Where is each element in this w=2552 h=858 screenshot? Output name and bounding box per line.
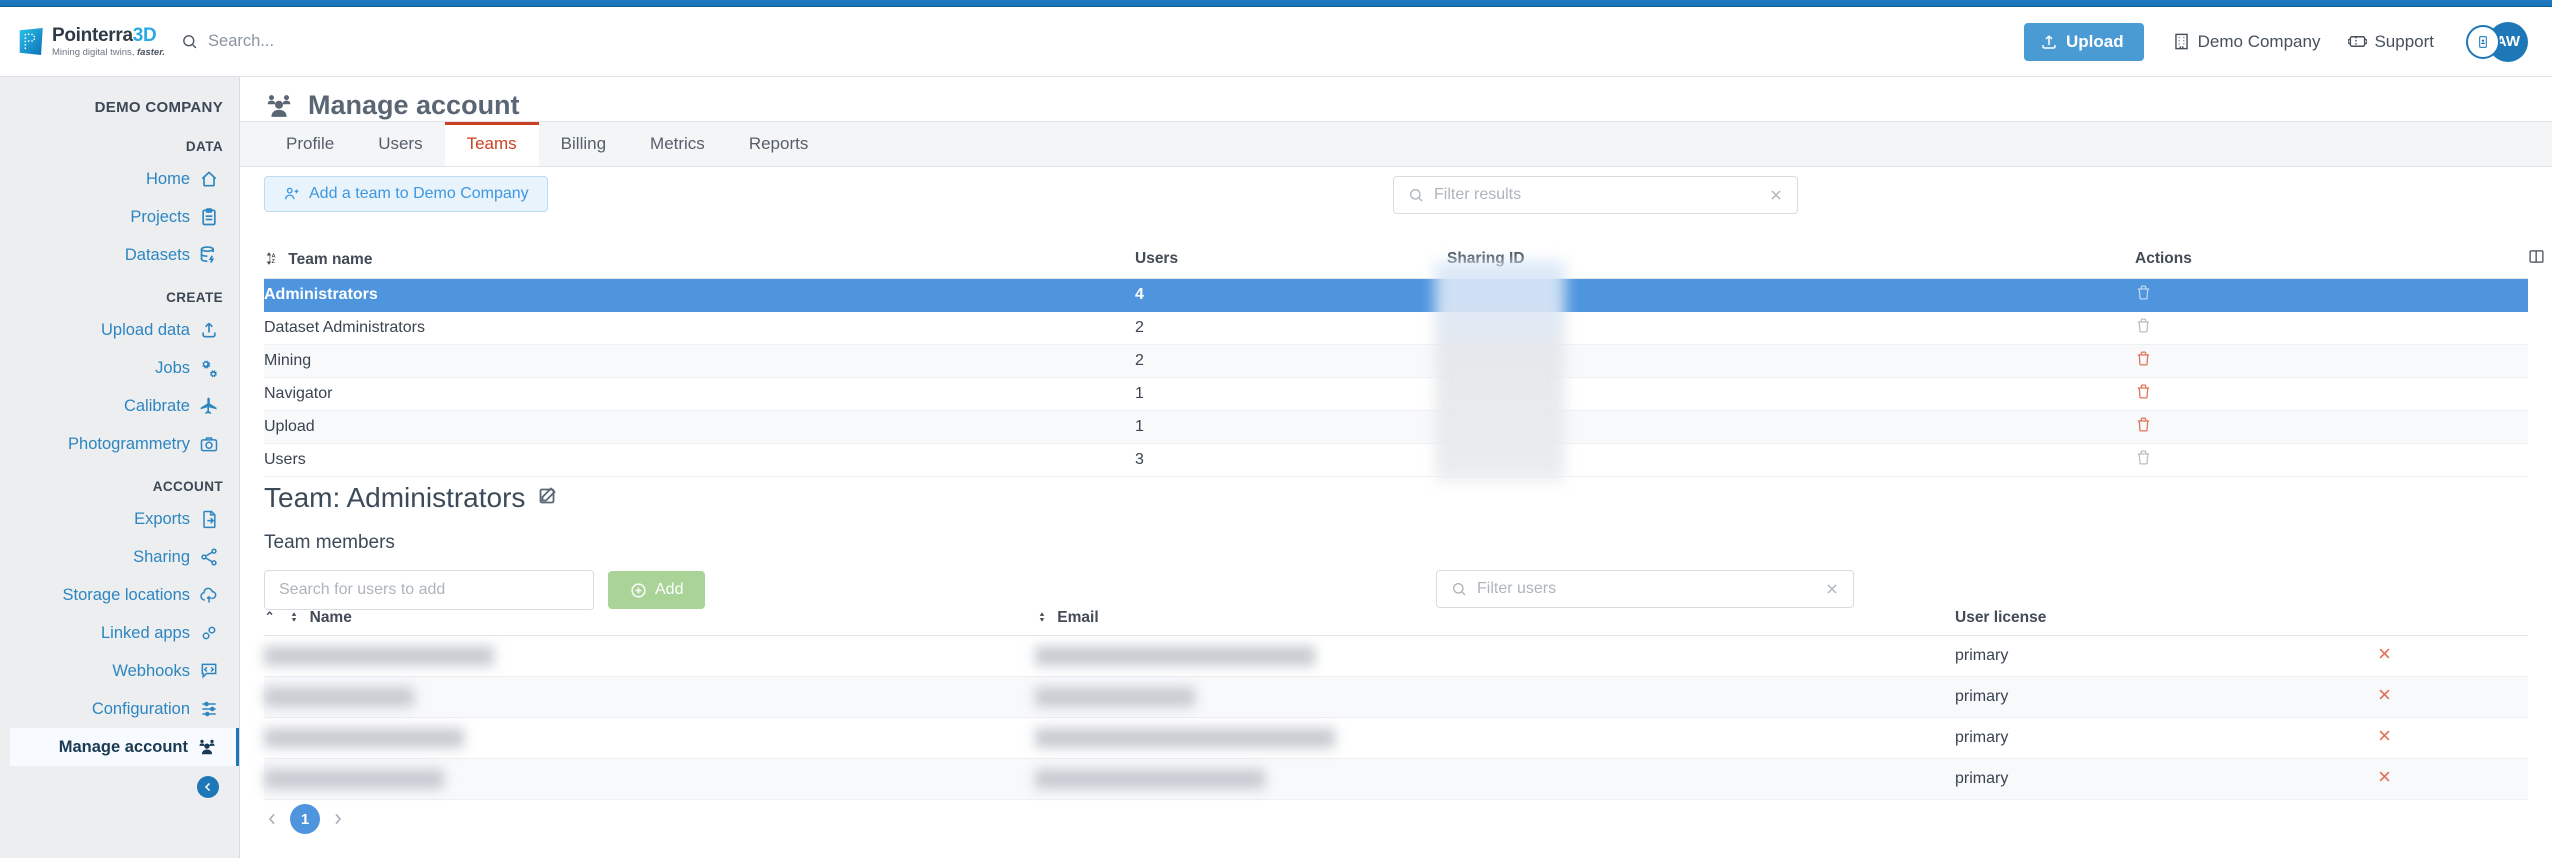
svg-text:Z: Z	[271, 258, 275, 264]
